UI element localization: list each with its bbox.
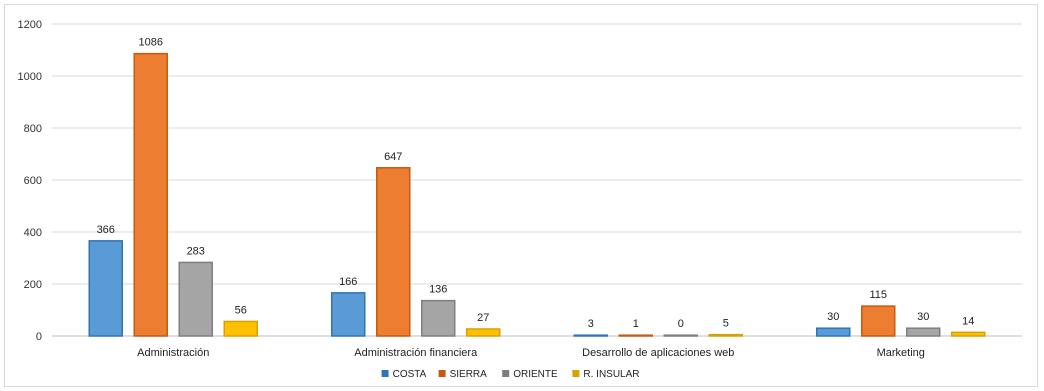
bar [618, 334, 653, 337]
legend-label: COSTA [393, 369, 427, 380]
data-label: 1086 [139, 37, 163, 49]
y-tick-label: 1200 [18, 19, 42, 31]
y-tick-label: 200 [24, 279, 42, 291]
data-label: 3 [588, 318, 594, 330]
data-label: 136 [429, 284, 447, 296]
bar [573, 334, 608, 337]
y-tick-label: 600 [24, 175, 42, 187]
y-tick-label: 1000 [18, 71, 42, 83]
legend-swatch [572, 370, 580, 377]
category-label: Administración financiera [354, 347, 478, 359]
legend-swatch [381, 370, 389, 377]
bar [376, 167, 411, 337]
data-label: 1 [633, 318, 639, 330]
data-label: 0 [678, 318, 684, 330]
legend-label: SIERRA [450, 369, 488, 380]
data-label: 166 [339, 276, 357, 288]
data-label: 30 [827, 311, 839, 323]
y-tick-label: 0 [36, 331, 42, 343]
category-label: Desarrollo de aplicaciones web [582, 347, 734, 359]
bar [331, 292, 366, 337]
bar [223, 320, 258, 337]
bar [133, 52, 168, 337]
bar [708, 333, 743, 337]
bar [663, 334, 698, 337]
data-label: 283 [187, 245, 205, 257]
bar [178, 261, 213, 337]
data-label: 56 [235, 304, 247, 316]
bar [816, 327, 851, 337]
bar [466, 328, 501, 337]
y-tick-label: 400 [24, 227, 42, 239]
bar [88, 240, 123, 337]
data-label: 5 [723, 318, 729, 330]
category-label: Administración [137, 347, 209, 359]
legend-swatch [502, 370, 510, 377]
data-label: 14 [962, 315, 974, 327]
legend-label: ORIENTE [513, 369, 558, 380]
data-label: 366 [97, 224, 115, 236]
data-label: 30 [917, 311, 929, 323]
data-label: 27 [477, 312, 489, 324]
category-label: Marketing [877, 347, 925, 359]
legend-swatch [438, 370, 446, 377]
bar [906, 327, 941, 337]
y-tick-label: 800 [24, 123, 42, 135]
bar [951, 331, 986, 337]
bar [421, 299, 456, 337]
legend-label: R. INSULAR [583, 369, 639, 380]
bar [861, 305, 896, 337]
data-label: 115 [869, 289, 887, 301]
data-label: 647 [384, 151, 402, 163]
